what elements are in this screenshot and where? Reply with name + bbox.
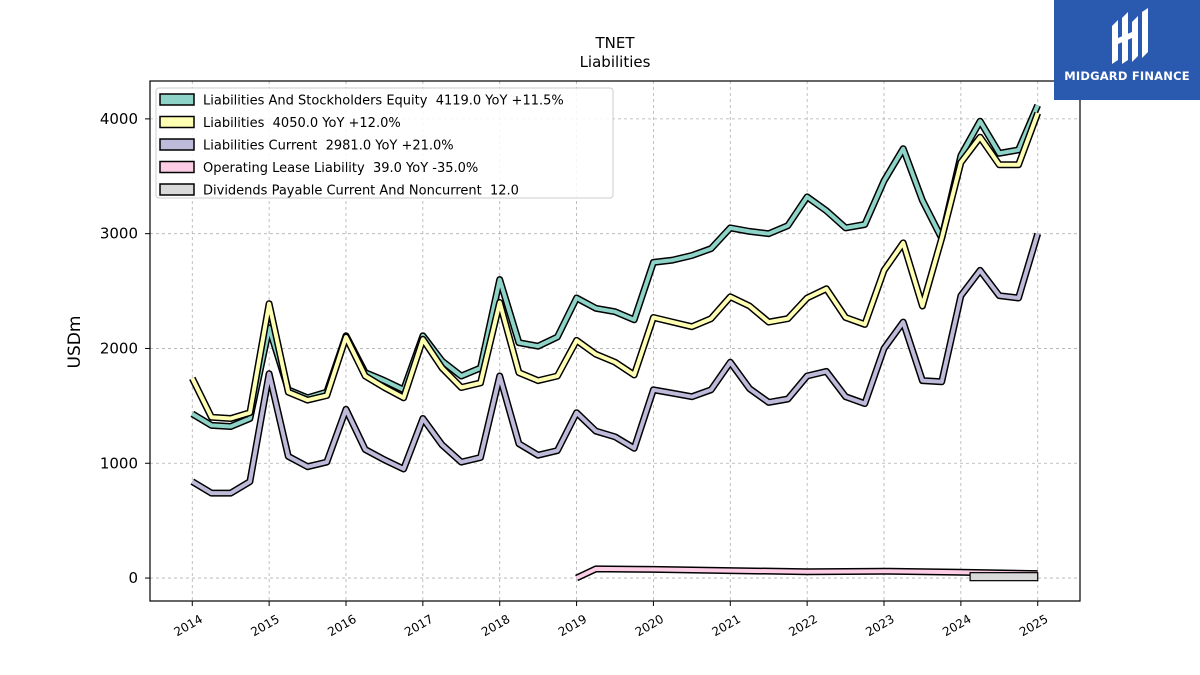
legend: Liabilities And Stockholders Equity 4119… [155, 87, 614, 199]
legend-swatch-3 [159, 160, 195, 174]
x-tick-label-2015: 2015 [248, 612, 281, 639]
chart-title: TNET [594, 34, 635, 52]
logo-text: MIDGARD FINANCE [1064, 69, 1190, 83]
x-tick-label-2017: 2017 [402, 612, 435, 639]
x-tick-label-2022: 2022 [786, 612, 819, 639]
y-axis-label: USDm [65, 316, 85, 369]
legend-swatch-0 [159, 93, 195, 106]
x-tick-label-2014: 2014 [172, 612, 205, 639]
legend-swatch-4 [159, 183, 195, 196]
chart-subtitle: Liabilities [580, 53, 651, 71]
x-tick-label-2025: 2025 [1017, 612, 1050, 639]
series-1-line [190, 112, 1040, 421]
legend-label-0: Liabilities And Stockholders Equity 4119… [203, 94, 564, 109]
y-tick-label-2000: 2000 [100, 339, 138, 357]
x-tick-label-2024: 2024 [940, 612, 973, 639]
legend-label-4: Dividends Payable Current And Noncurrent… [203, 184, 519, 199]
x-tick-label-2021: 2021 [710, 612, 743, 639]
x-tick-label-2016: 2016 [325, 612, 358, 639]
x-tick-label-2018: 2018 [479, 612, 512, 639]
midgard-logo-icon [1112, 8, 1148, 64]
series-3-line [575, 566, 1038, 580]
series-layer [189, 103, 1042, 582]
x-tick-label-2019: 2019 [556, 612, 589, 639]
legend-label-2: Liabilities Current 2981.0 YoY +21.0% [203, 139, 454, 154]
x-tick-label-2020: 2020 [633, 612, 666, 639]
legend-label-3: Operating Lease Liability 39.0 YoY -35.0… [203, 161, 478, 176]
legend-swatch-2 [159, 138, 195, 151]
y-tick-label-0: 0 [128, 569, 138, 587]
series-4-line [969, 572, 1039, 582]
legend-swatch-1 [159, 115, 195, 129]
y-tick-label-1000: 1000 [100, 454, 138, 472]
y-tick-label-3000: 3000 [100, 225, 138, 243]
legend-label-1: Liabilities 4050.0 YoY +12.0% [203, 116, 401, 131]
plot-area [149, 80, 1081, 602]
series-2-line [191, 233, 1040, 496]
x-tick-label-2023: 2023 [863, 612, 896, 639]
legend-frame [155, 87, 614, 199]
brand-logo: MIDGARD FINANCE [1054, 0, 1200, 100]
y-tick-label-4000: 4000 [100, 110, 138, 128]
